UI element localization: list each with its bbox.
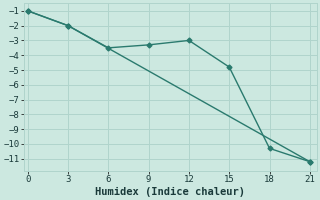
X-axis label: Humidex (Indice chaleur): Humidex (Indice chaleur) — [95, 186, 245, 197]
